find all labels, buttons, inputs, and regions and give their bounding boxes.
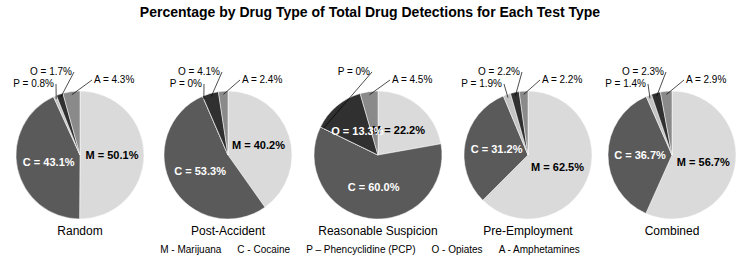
leader-line (524, 80, 540, 94)
data-label: A = 2.2% (542, 74, 582, 85)
data-label: A = 2.4% (242, 74, 282, 85)
data-label: C = 36.7% (614, 149, 666, 161)
title: Percentage by Drug Type of Total Drug De… (140, 4, 600, 20)
data-label: O = 2.2% (478, 66, 520, 77)
pie (16, 72, 144, 219)
data-label: A = 2.9% (686, 74, 726, 85)
data-label: O = 4.1% (178, 66, 220, 77)
leader-line (203, 84, 204, 99)
data-label: M = 56.7% (677, 156, 730, 168)
pie-title: Pre-Employment (483, 224, 573, 238)
leader-line (72, 80, 92, 95)
chart-root: Percentage by Drug Type of Total Drug De… (0, 0, 741, 260)
leader-line (666, 80, 684, 94)
data-label: P = 1.9% (461, 78, 502, 89)
slice-m (80, 91, 144, 219)
data-label: P = 0% (338, 66, 370, 77)
data-label: O = 1.7% (30, 66, 72, 77)
pie (464, 72, 592, 219)
data-label: C = 31.2% (471, 143, 523, 155)
leader-line (323, 72, 372, 128)
data-label: P = 1.4% (605, 78, 646, 89)
pie-title: Post-Accident (191, 224, 266, 238)
key-item: P – Phencyclidine (PCP) (306, 244, 415, 255)
data-label: A = 4.3% (94, 74, 134, 85)
data-label: A = 4.5% (392, 74, 432, 85)
pie (314, 72, 442, 219)
slice-o (203, 92, 228, 155)
slice-a (660, 91, 672, 155)
leader-line (223, 80, 240, 94)
data-label: P = 0.8% (13, 78, 54, 89)
data-label: O = 13.3% (331, 125, 384, 137)
data-label: M = 40.2% (232, 139, 285, 151)
key-item: M - Marijuana (160, 244, 222, 255)
pie-title: Random (57, 224, 102, 238)
slice-a (360, 91, 378, 155)
leader-line (369, 80, 390, 95)
pie-title: Reasonable Suspicion (318, 224, 437, 238)
leader-line (648, 84, 650, 98)
slice-a (63, 91, 80, 155)
data-label: M = 50.1% (86, 149, 139, 161)
pie (164, 72, 292, 219)
leader-line (504, 84, 508, 98)
leader-line (56, 84, 57, 99)
data-label: O = 2.3% (622, 66, 664, 77)
pie-title: Combined (645, 224, 700, 238)
key-item: A - Amphetamines (499, 244, 580, 255)
data-label: C = 60.0% (348, 181, 400, 193)
key-item: C - Cocaine (237, 244, 290, 255)
pie (608, 72, 736, 219)
data-label: C = 53.3% (174, 165, 226, 177)
data-label: C = 43.1% (23, 156, 75, 168)
slice-a (218, 91, 228, 155)
data-label: M = 62.5% (531, 161, 584, 173)
data-label: P = 0% (170, 78, 202, 89)
key-item: O - Opiates (431, 244, 482, 255)
